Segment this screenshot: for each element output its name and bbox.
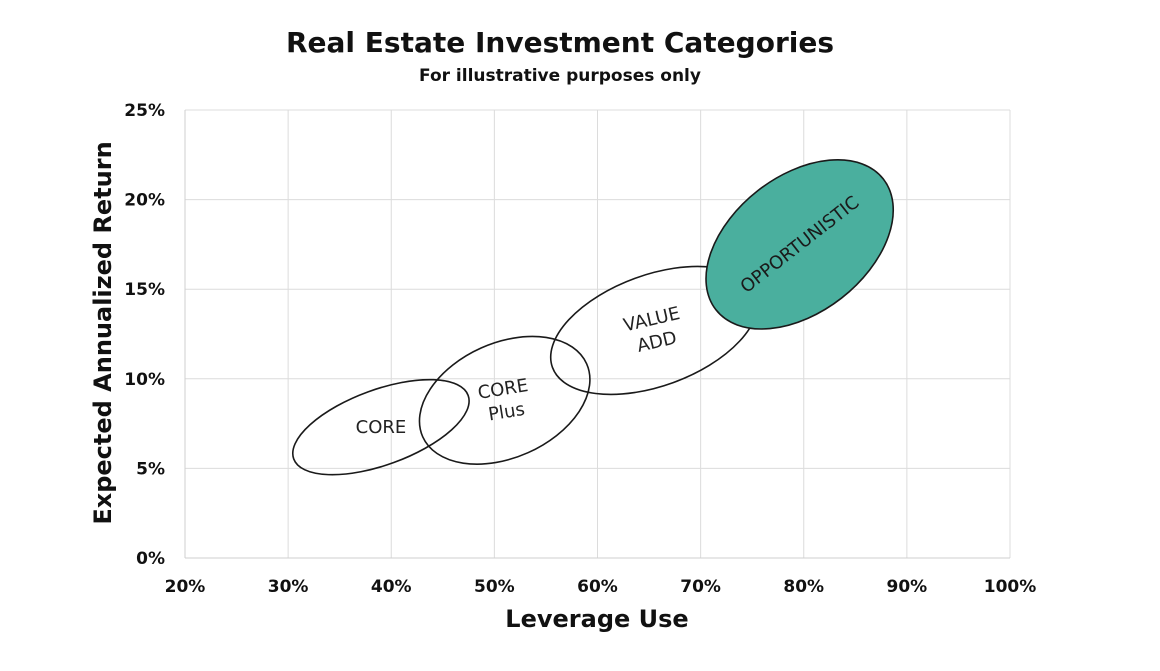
- category-layer: [291, 159, 895, 476]
- x-tick-label: 90%: [887, 577, 928, 597]
- x-tick-label: 40%: [371, 577, 412, 597]
- category-ellipse-opportunistic: [705, 159, 895, 330]
- category-ellipse-core: [291, 378, 470, 476]
- x-tick-label: 100%: [984, 577, 1037, 597]
- y-tick-label: 25%: [124, 101, 165, 121]
- x-axis-label: Leverage Use: [505, 605, 688, 633]
- x-tick-label: 20%: [165, 577, 206, 597]
- y-axis-label: Expected Annualized Return: [89, 141, 117, 524]
- y-tick-label: 5%: [136, 459, 165, 479]
- y-tick-label: 20%: [124, 191, 165, 211]
- x-tick-label: 60%: [577, 577, 618, 597]
- x-tick-label: 50%: [474, 577, 515, 597]
- y-tick-label: 10%: [124, 370, 165, 390]
- category-label-line: CORE: [356, 417, 407, 438]
- chart-title: Real Estate Investment Categories: [286, 26, 834, 59]
- category-label-value-add: VALUEADD: [622, 303, 688, 359]
- category-label-core-plus: COREPlus: [476, 375, 533, 426]
- category-ellipse-core-plus: [418, 335, 591, 465]
- grid-layer: [185, 109, 1011, 558]
- y-tick-label: 0%: [136, 549, 165, 569]
- x-tick-label: 70%: [680, 577, 721, 597]
- axis-layer: 20% 30% 40% 50% 60% 70% 80% 90% 100% 0% 5% 10% 15% 20…: [124, 101, 1036, 597]
- x-tick-label: 30%: [268, 577, 309, 597]
- x-tick-label: 80%: [783, 577, 824, 597]
- category-label-core: CORE: [356, 417, 407, 438]
- y-tick-label: 15%: [124, 280, 165, 300]
- category-label-line: Plus: [487, 399, 526, 425]
- chart-subtitle: For illustrative purposes only: [419, 66, 701, 86]
